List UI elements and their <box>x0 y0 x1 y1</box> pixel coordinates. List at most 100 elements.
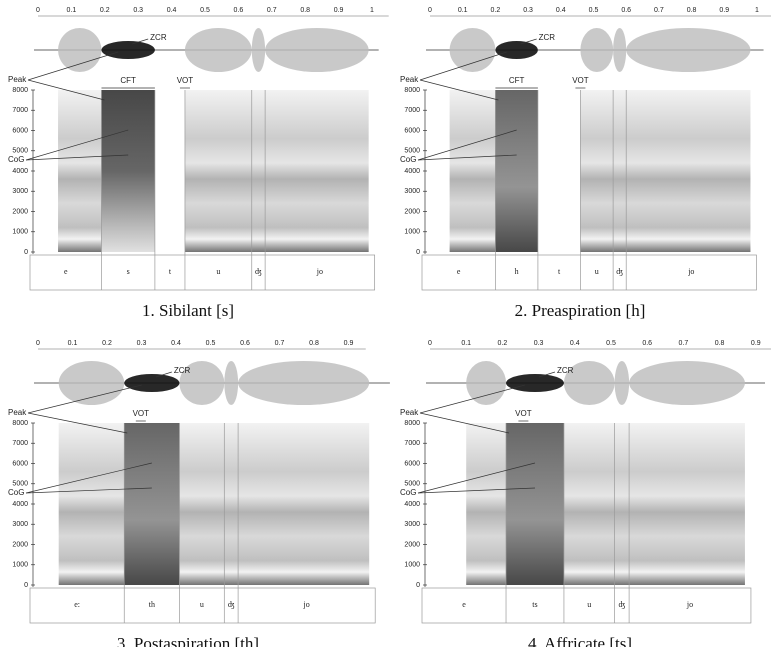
time-tick: 0.7 <box>267 7 277 14</box>
peak-pointer <box>27 79 105 101</box>
segment-label: jo <box>686 600 693 609</box>
freq-tick: 2000 <box>404 541 420 548</box>
vot-label: VOT <box>177 76 194 85</box>
zcr-label: ZCR <box>539 33 556 42</box>
time-tick: 0.9 <box>334 7 344 14</box>
segment-label: e: <box>74 600 80 609</box>
waveform <box>58 28 102 72</box>
time-tick: 0.3 <box>137 340 147 347</box>
time-tick: 0.5 <box>206 340 216 347</box>
spectrogram <box>58 90 102 252</box>
time-tick: 0.9 <box>751 340 761 347</box>
zcr-pointer <box>538 371 556 378</box>
caption: 2. Preaspiration [h] <box>515 301 646 320</box>
time-tick: 0.3 <box>534 340 544 347</box>
segment-label: ʤ <box>255 267 262 276</box>
peak-pointer <box>419 79 499 101</box>
time-tick: 0.8 <box>309 340 319 347</box>
freq-tick: 6000 <box>404 127 420 134</box>
segment-tier <box>421 587 752 624</box>
peak-pointer <box>27 412 128 434</box>
spectrogram <box>614 423 630 585</box>
waveform <box>466 361 507 405</box>
time-tick: 0.1 <box>461 340 471 347</box>
segment-label: e <box>64 267 68 276</box>
peak-label: Peak <box>400 408 419 417</box>
time-tick: 0.2 <box>491 7 501 14</box>
freq-tick: 0 <box>416 249 420 256</box>
segment-label: ts <box>532 600 537 609</box>
waveform <box>563 361 615 405</box>
segment-label: e <box>462 600 466 609</box>
segment-label: u <box>200 600 204 609</box>
freq-tick: 5000 <box>12 481 28 488</box>
caption: 3. Postaspiration [th] <box>117 634 259 647</box>
cog-pointer <box>417 129 517 161</box>
freq-tick: 0 <box>24 582 28 589</box>
freq-tick: 7000 <box>404 107 420 114</box>
waveform <box>626 28 751 72</box>
time-tick: 0.9 <box>344 340 354 347</box>
time-tick: 0.7 <box>275 340 285 347</box>
zcr-pointer <box>132 38 149 45</box>
caption: 4. Affricate [ts] <box>528 634 632 647</box>
spectrogram <box>495 90 538 252</box>
freq-tick: 6000 <box>404 460 420 467</box>
freq-tick: 1000 <box>12 562 28 569</box>
time-tick: 0.1 <box>458 7 468 14</box>
time-tick: 0.7 <box>679 340 689 347</box>
time-tick: 0.5 <box>200 7 210 14</box>
zcr-pointer <box>155 371 172 378</box>
freq-tick: 3000 <box>12 521 28 528</box>
freq-tick: 5000 <box>404 481 420 488</box>
time-tick: 0.3 <box>133 7 143 14</box>
cog-pointer <box>25 129 129 161</box>
time-tick: 1 <box>370 7 374 14</box>
segment-label: u <box>595 267 599 276</box>
zcr-label: ZCR <box>150 33 167 42</box>
segment-label: ʤ <box>616 267 623 276</box>
freq-tick: 6000 <box>12 460 28 467</box>
segment-label: t <box>558 267 561 276</box>
waveform <box>449 28 496 72</box>
freq-tick: 8000 <box>12 87 28 94</box>
vot-label: VOT <box>572 76 589 85</box>
peak-pointer <box>27 384 142 414</box>
time-tick: 0.6 <box>240 340 250 347</box>
cft-label: CFT <box>509 76 525 85</box>
segment-label: jo <box>687 267 694 276</box>
spectrogram <box>251 90 266 252</box>
time-tick: 0.4 <box>167 7 177 14</box>
waveform <box>580 28 614 72</box>
waveform <box>506 374 564 392</box>
freq-tick: 1000 <box>12 229 28 236</box>
cog-label: CoG <box>400 155 416 164</box>
spectrogram <box>466 423 507 585</box>
time-tick: 0.5 <box>606 340 616 347</box>
time-tick: 0.1 <box>68 340 78 347</box>
freq-tick: 2000 <box>404 208 420 215</box>
freq-tick: 7000 <box>12 440 28 447</box>
freq-tick: 0 <box>24 249 28 256</box>
spectrogram <box>179 423 225 585</box>
segment-label: t <box>169 267 172 276</box>
waveform <box>101 41 155 59</box>
freq-tick: 2000 <box>12 541 28 548</box>
waveform <box>251 28 266 72</box>
segment-label: e <box>457 267 461 276</box>
cog-pointer <box>25 487 152 494</box>
segment-tier <box>29 587 376 624</box>
time-tick: 0 <box>428 340 432 347</box>
time-tick: 0.6 <box>642 340 652 347</box>
time-tick: 0.2 <box>498 340 508 347</box>
cog-label: CoG <box>8 488 24 497</box>
segment-label: h <box>515 267 519 276</box>
waveform <box>179 361 225 405</box>
segment-label: u <box>587 600 591 609</box>
time-tick: 0.8 <box>715 340 725 347</box>
peak-pointer <box>27 51 119 81</box>
freq-tick: 4000 <box>12 501 28 508</box>
spectrogram <box>626 90 751 252</box>
time-tick: 0.5 <box>589 7 599 14</box>
